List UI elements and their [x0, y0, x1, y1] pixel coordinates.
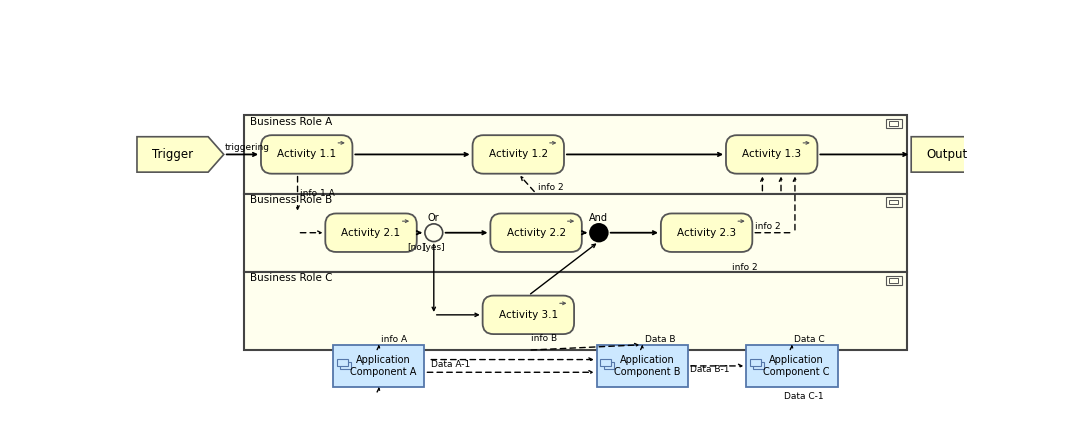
Text: Data B-1: Data B-1 [691, 365, 729, 374]
Bar [333, 345, 424, 387]
Bar [890, 121, 897, 126]
Text: info 2: info 2 [733, 263, 758, 272]
Text: Activity 2.3: Activity 2.3 [677, 228, 736, 238]
Bar [753, 362, 764, 370]
Text: Activity 1.2: Activity 1.2 [488, 149, 548, 160]
Text: Activity 2.2: Activity 2.2 [507, 228, 565, 238]
Text: Business Role A: Business Role A [251, 117, 332, 127]
Text: Activity 1.1: Activity 1.1 [277, 149, 336, 160]
Text: Or: Or [428, 213, 439, 223]
Bar [244, 194, 906, 272]
Text: Application
Component B: Application Component B [614, 355, 680, 377]
Bar [887, 276, 902, 285]
Text: Data C-1: Data C-1 [784, 392, 824, 401]
Text: info 2: info 2 [539, 183, 564, 192]
Text: Data A-1: Data A-1 [431, 360, 470, 369]
Text: Data C: Data C [795, 335, 825, 344]
Text: Activity 2.1: Activity 2.1 [342, 228, 401, 238]
Circle shape [590, 224, 607, 242]
Bar [601, 359, 612, 366]
Bar [337, 359, 348, 366]
Bar [890, 200, 897, 204]
Bar [244, 272, 906, 350]
Bar [750, 359, 760, 366]
Bar [340, 362, 351, 370]
Text: info 1.A: info 1.A [300, 189, 334, 198]
FancyBboxPatch shape [326, 213, 417, 252]
Text: [yes]: [yes] [422, 243, 446, 252]
Text: Application
Component C: Application Component C [764, 355, 830, 377]
FancyBboxPatch shape [483, 295, 574, 334]
FancyBboxPatch shape [261, 135, 352, 174]
Text: info 2: info 2 [755, 222, 781, 231]
Bar [604, 362, 615, 370]
Polygon shape [911, 137, 998, 172]
Bar [887, 119, 902, 128]
Text: Application
Component A: Application Component A [350, 355, 417, 377]
Text: Trigger: Trigger [152, 148, 193, 161]
Text: Activity 3.1: Activity 3.1 [499, 310, 558, 320]
Bar [746, 345, 838, 387]
Text: info B: info B [530, 334, 557, 343]
Text: Business Role B: Business Role B [251, 195, 332, 205]
Bar [597, 345, 688, 387]
Text: Activity 1.3: Activity 1.3 [742, 149, 801, 160]
Circle shape [425, 224, 442, 242]
FancyBboxPatch shape [661, 213, 752, 252]
Text: triggering: triggering [225, 143, 270, 152]
FancyBboxPatch shape [491, 213, 582, 252]
Text: Output: Output [926, 148, 967, 161]
Text: info A: info A [381, 335, 407, 344]
Bar [887, 198, 902, 207]
Bar [890, 278, 897, 283]
FancyBboxPatch shape [472, 135, 564, 174]
Text: Data B: Data B [645, 335, 675, 344]
Polygon shape [137, 137, 224, 172]
FancyBboxPatch shape [726, 135, 817, 174]
Bar [244, 115, 906, 194]
Text: Business Role C: Business Role C [251, 273, 333, 284]
Text: [no]: [no] [408, 242, 426, 251]
Text: And: And [589, 213, 608, 223]
